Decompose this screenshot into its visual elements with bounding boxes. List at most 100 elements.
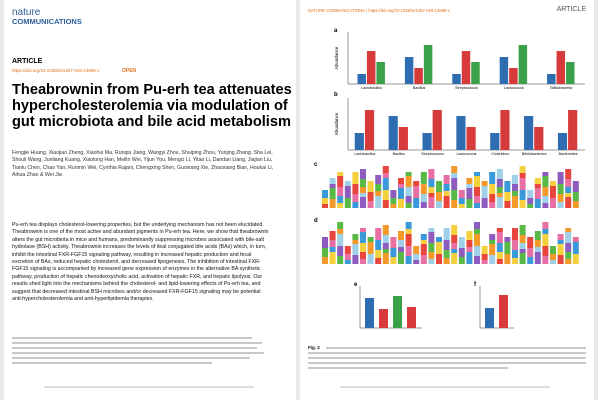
- illustration-segment: [489, 244, 496, 255]
- illustration-segment: [352, 194, 359, 202]
- illustration-bar: [566, 62, 575, 84]
- illustration-segment: [565, 169, 572, 179]
- illustration-segment: [428, 179, 435, 187]
- illustration-bar: [499, 57, 509, 84]
- panel-label: c: [314, 162, 318, 168]
- illustration-segment: [405, 222, 412, 229]
- illustration-segment: [360, 197, 366, 208]
- illustration-segment: [527, 190, 534, 198]
- illustration-bar: [547, 74, 556, 84]
- category-label: Clostridium: [491, 152, 509, 156]
- illustration-segment: [512, 184, 518, 191]
- left-page: nature COMMUNICATIONS ARTICLE https://do…: [4, 0, 296, 400]
- illustration-segment: [466, 184, 473, 188]
- illustration-segment: [496, 193, 503, 197]
- illustration-segment: [542, 246, 549, 256]
- illustration-bar: [422, 133, 432, 150]
- illustration-segment: [329, 231, 336, 240]
- illustration-segment: [458, 257, 465, 264]
- illustration-segment: [542, 203, 549, 208]
- illustration-segment: [481, 260, 488, 264]
- illustration-bar: [404, 57, 414, 84]
- illustration-segment: [466, 240, 473, 247]
- illustration-segment: [420, 240, 427, 244]
- section-label: ARTICLE: [12, 58, 43, 65]
- illustration-segment: [572, 181, 579, 192]
- illustration-segment: [360, 243, 366, 252]
- illustration-segment: [360, 232, 366, 243]
- illustration-segment: [413, 181, 420, 186]
- illustration-segment: [489, 194, 496, 202]
- illustration-segment: [512, 175, 518, 184]
- panel-label: f: [474, 282, 477, 288]
- illustration-segment: [565, 243, 572, 252]
- illustration-segment: [489, 255, 496, 264]
- illustration-segment: [534, 247, 541, 252]
- illustration-bar: [407, 307, 416, 328]
- illustration-segment: [344, 198, 351, 208]
- illustration-segment: [428, 169, 435, 179]
- illustration-segment: [360, 228, 366, 232]
- illustration-segment: [474, 256, 480, 264]
- illustration-bar: [379, 309, 388, 328]
- illustration-segment: [322, 198, 328, 204]
- illustration-segment: [443, 258, 450, 264]
- illustration-segment: [474, 246, 480, 256]
- illustration-segment: [375, 191, 382, 196]
- illustration-bar: [556, 51, 566, 84]
- illustration-segment: [329, 188, 336, 199]
- illustration-segment: [428, 252, 435, 259]
- illustration-segment: [550, 260, 556, 264]
- illustration-segment: [451, 253, 458, 264]
- illustration-segment: [572, 237, 579, 242]
- illustration-segment: [390, 198, 397, 204]
- illustration-segment: [443, 175, 450, 184]
- category-label: Bacillus: [393, 152, 406, 156]
- illustration-segment: [375, 228, 382, 240]
- illustration-segment: [557, 194, 564, 202]
- illustration-segment: [360, 179, 366, 187]
- illustration-segment: [337, 196, 344, 203]
- illustration-segment: [466, 199, 473, 208]
- illustration-segment: [557, 244, 564, 255]
- illustration-segment: [360, 187, 366, 193]
- illustration-segment: [436, 254, 442, 264]
- illustration-segment: [481, 246, 488, 254]
- illustration-bar: [499, 295, 508, 328]
- category-label: Streptococcus: [455, 86, 478, 90]
- illustration-segment: [382, 225, 389, 235]
- illustration-segment: [360, 252, 366, 259]
- footnote-line: [12, 357, 250, 359]
- illustration-segment: [572, 192, 579, 201]
- illustration-segment: [352, 234, 359, 240]
- caption-label: Fig. 2: [308, 345, 320, 350]
- illustration-segment: [466, 252, 473, 264]
- y-axis-label: Abundance: [334, 46, 339, 69]
- illustration-segment: [572, 254, 579, 264]
- footnote-line: [12, 347, 257, 349]
- illustration-segment: [550, 186, 556, 198]
- illustration-segment: [519, 243, 526, 249]
- illustration-segment: [352, 240, 359, 244]
- illustration-segment: [481, 254, 488, 260]
- illustration-segment: [382, 178, 389, 190]
- illustration-segment: [443, 228, 450, 240]
- illustration-segment: [512, 191, 518, 196]
- illustration-segment: [382, 253, 389, 264]
- illustration-segment: [496, 228, 503, 232]
- illustration-segment: [489, 184, 496, 194]
- category-label: Bacillus: [413, 86, 426, 90]
- illustration-segment: [504, 201, 511, 208]
- illustration-segment: [512, 250, 518, 258]
- illustration-bar: [568, 110, 578, 150]
- illustration-segment: [496, 179, 503, 187]
- illustration-segment: [436, 201, 442, 208]
- illustration-bar: [485, 308, 494, 328]
- illustration-segment: [474, 172, 480, 176]
- illustration-segment: [337, 234, 344, 246]
- illustration-segment: [512, 196, 518, 208]
- illustration-segment: [337, 229, 344, 234]
- illustration-segment: [375, 258, 382, 264]
- footnote-line: [12, 337, 252, 339]
- illustration-segment: [390, 204, 397, 208]
